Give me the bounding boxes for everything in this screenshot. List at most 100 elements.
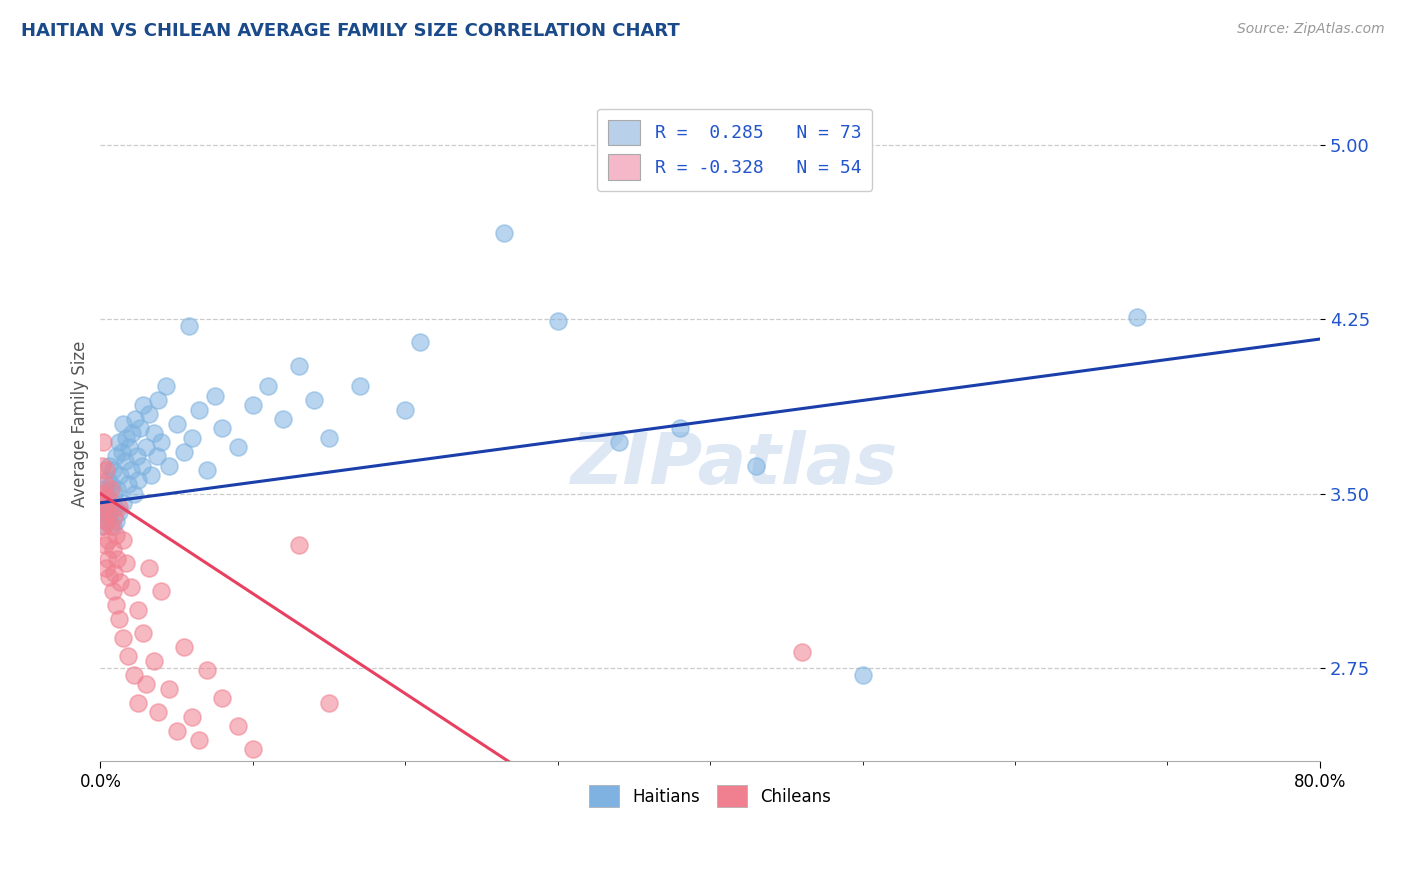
Point [166, 723, 188, 738]
Point [607, 435, 630, 450]
Point [117, 649, 139, 664]
Point [105, 551, 128, 566]
Point [101, 519, 124, 533]
Point [287, 359, 309, 373]
Point [94, 477, 117, 491]
Point [148, 393, 170, 408]
Point [242, 742, 264, 756]
Point [135, 440, 157, 454]
Point [100, 519, 122, 533]
Point [127, 696, 149, 710]
Point [104, 515, 127, 529]
Point [142, 425, 165, 440]
Point [94, 482, 117, 496]
Point [132, 626, 155, 640]
Point [105, 482, 128, 496]
Point [180, 431, 202, 445]
Point [188, 402, 211, 417]
Point [155, 379, 177, 393]
Point [108, 467, 131, 482]
Point [104, 598, 127, 612]
Point [138, 561, 160, 575]
Point [150, 584, 173, 599]
Point [98, 458, 121, 473]
Point [409, 335, 432, 350]
Point [97, 533, 120, 547]
Point [98, 570, 121, 584]
Point [115, 557, 138, 571]
Point [150, 435, 173, 450]
Point [107, 612, 129, 626]
Point [124, 412, 146, 426]
Point [107, 500, 129, 515]
Point [103, 509, 125, 524]
Point [101, 542, 124, 557]
Point [100, 496, 122, 510]
Point [104, 528, 127, 542]
Point [98, 509, 121, 524]
Point [120, 463, 142, 477]
Point [852, 668, 875, 682]
Point [107, 505, 129, 519]
Point [135, 677, 157, 691]
Point [1126, 310, 1149, 324]
Point [103, 500, 125, 515]
Text: ZIPatlas: ZIPatlas [571, 430, 898, 499]
Point [107, 435, 129, 450]
Point [211, 421, 233, 435]
Point [94, 496, 117, 510]
Point [157, 681, 180, 696]
Point [112, 631, 135, 645]
Point [287, 538, 309, 552]
Point [318, 431, 340, 445]
Legend: Haitians, Chileans: Haitians, Chileans [582, 779, 838, 814]
Point [98, 505, 121, 519]
Point [93, 519, 115, 533]
Point [111, 444, 134, 458]
Point [115, 431, 138, 445]
Point [93, 519, 115, 533]
Point [96, 515, 118, 529]
Y-axis label: Average Family Size: Average Family Size [72, 341, 89, 507]
Point [271, 412, 294, 426]
Point [394, 402, 416, 417]
Point [188, 733, 211, 747]
Point [90, 486, 112, 500]
Point [166, 417, 188, 431]
Point [108, 574, 131, 589]
Point [101, 463, 124, 477]
Point [195, 664, 218, 678]
Point [204, 389, 226, 403]
Point [100, 477, 122, 491]
Point [117, 477, 139, 491]
Point [173, 444, 195, 458]
Point [94, 496, 117, 510]
Point [242, 398, 264, 412]
Point [93, 500, 115, 515]
Point [103, 566, 125, 580]
Point [139, 467, 162, 482]
Point [97, 551, 120, 566]
Point [97, 473, 120, 487]
Text: Source: ZipAtlas.com: Source: ZipAtlas.com [1237, 22, 1385, 37]
Point [226, 440, 249, 454]
Point [121, 425, 143, 440]
Point [226, 719, 249, 733]
Point [173, 640, 195, 654]
Point [318, 696, 340, 710]
Point [104, 450, 127, 464]
Point [127, 603, 149, 617]
Point [745, 458, 768, 473]
Point [118, 440, 141, 454]
Point [90, 505, 112, 519]
Point [96, 500, 118, 515]
Point [101, 584, 124, 599]
Point [90, 458, 112, 473]
Point [145, 450, 167, 464]
Point [93, 486, 115, 500]
Point [142, 654, 165, 668]
Point [547, 314, 569, 328]
Point [125, 450, 148, 464]
Point [302, 393, 325, 408]
Point [122, 486, 145, 500]
